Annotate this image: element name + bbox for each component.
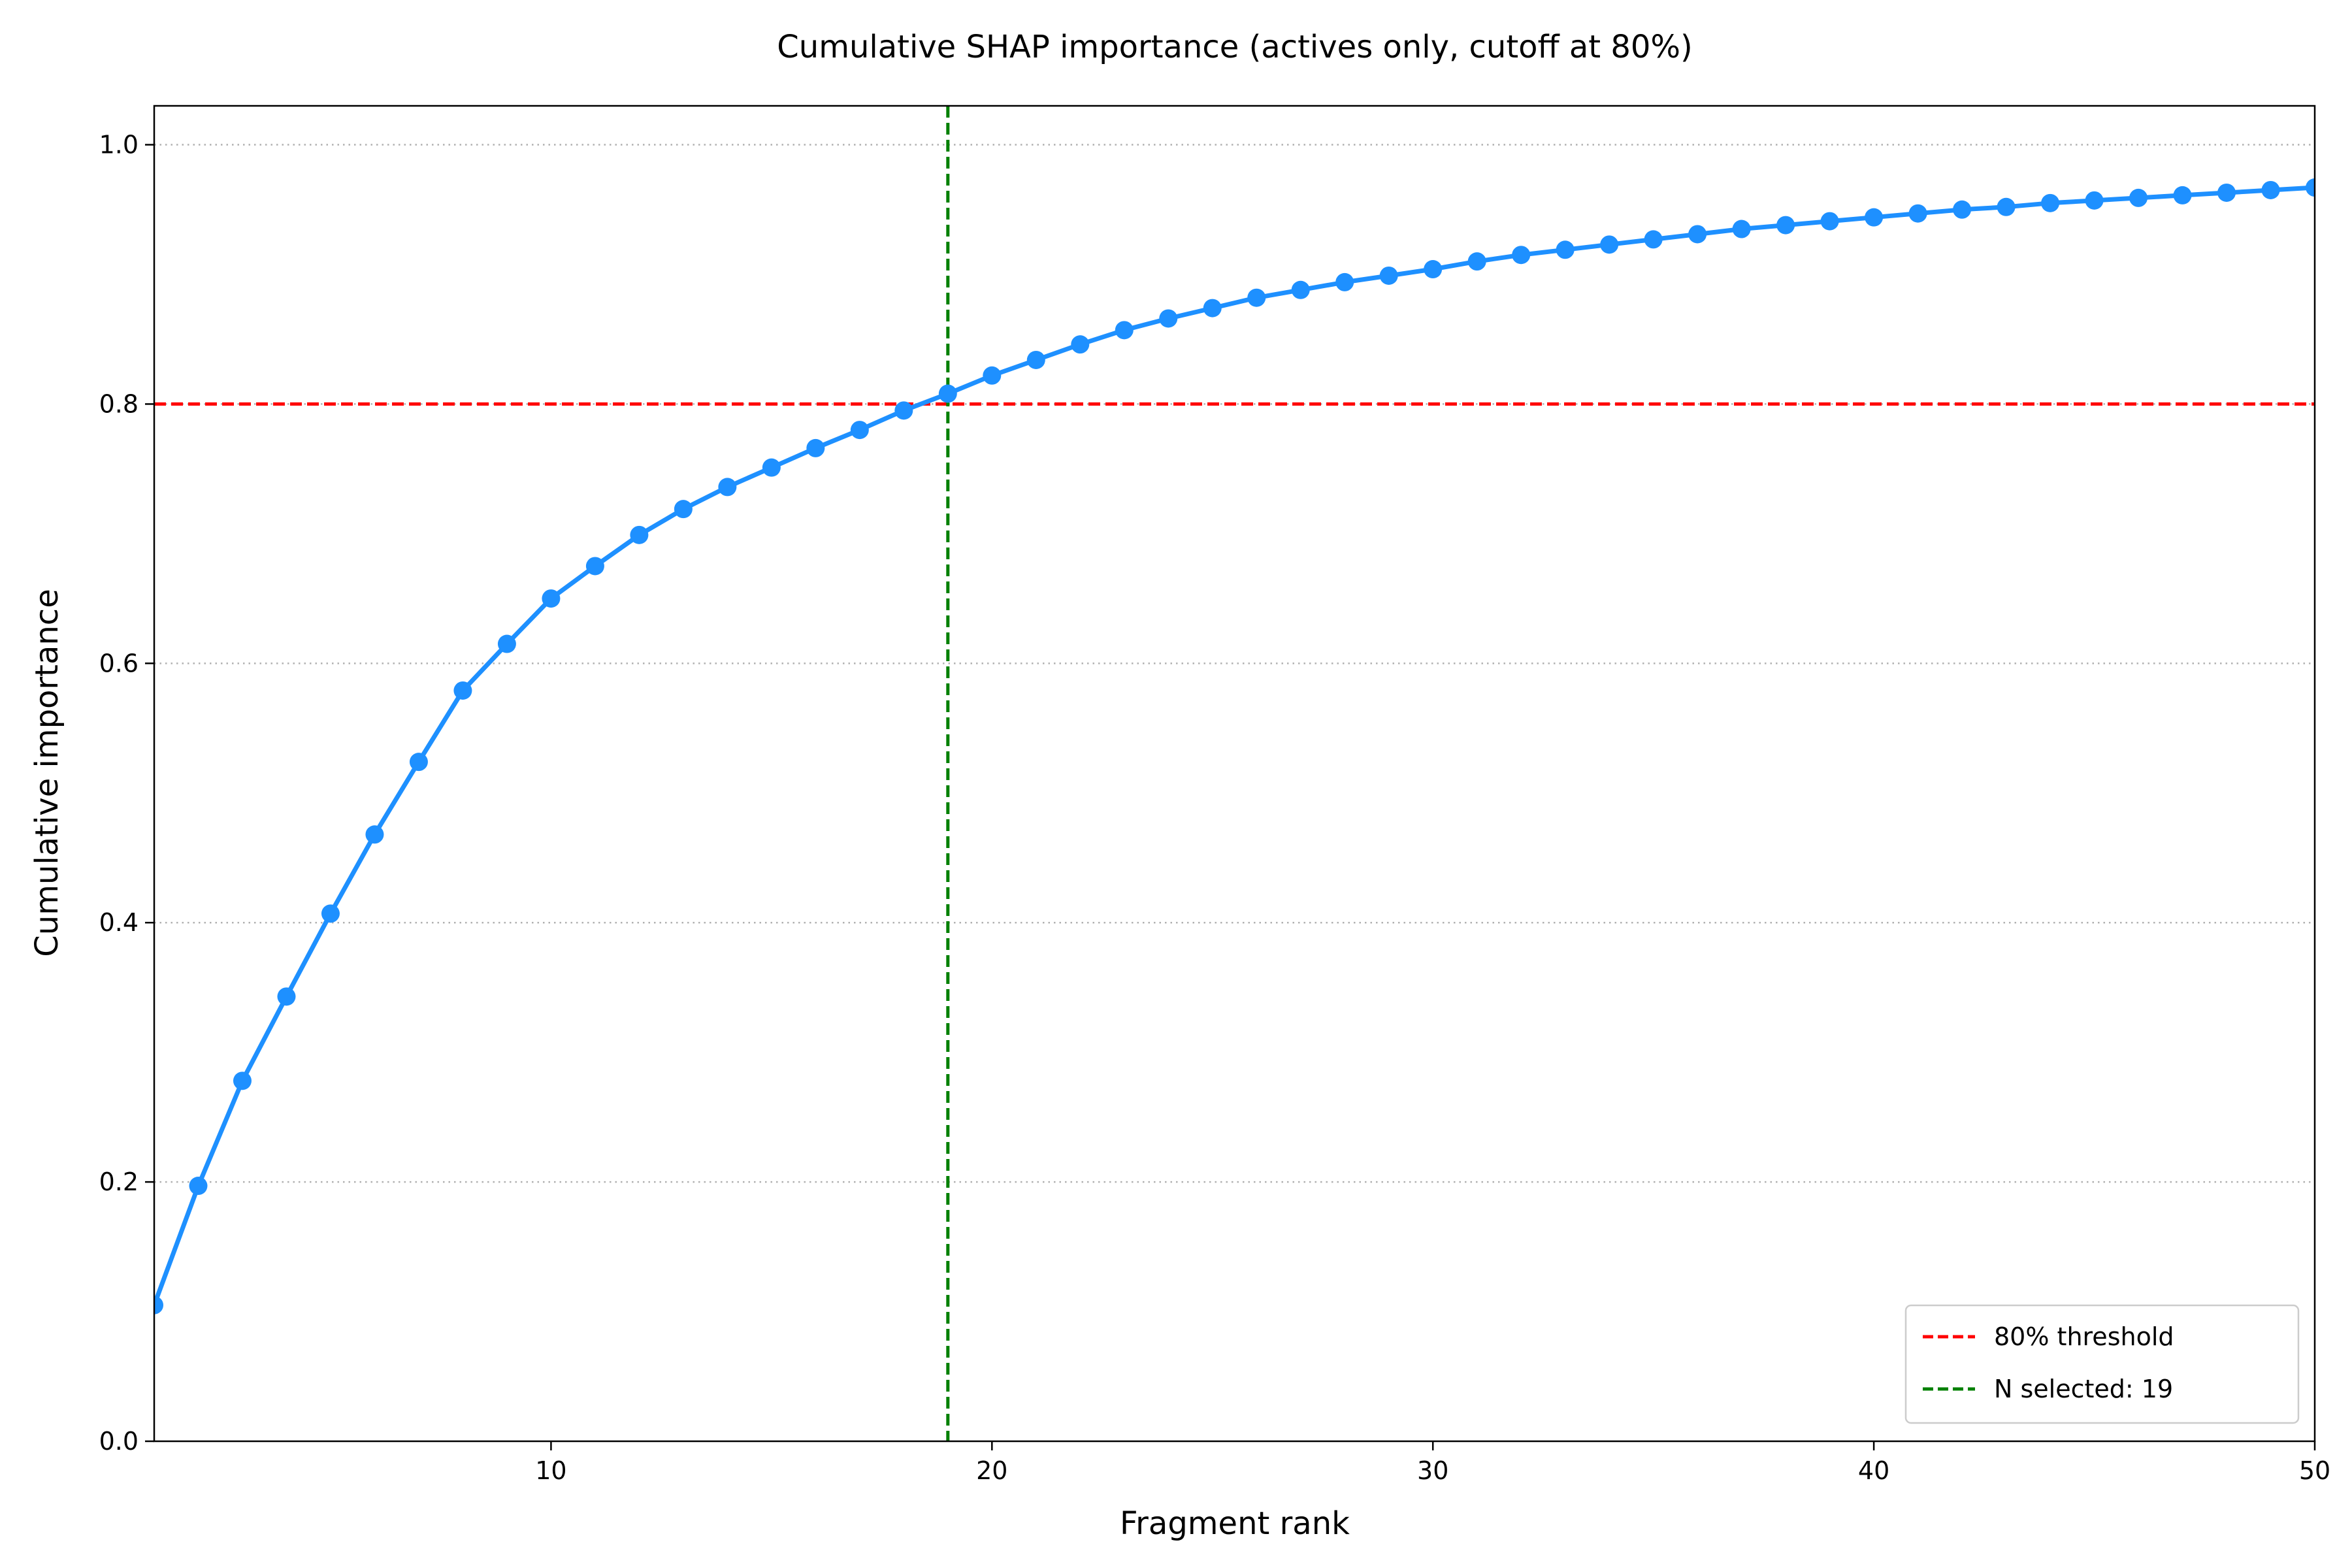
data-point — [1600, 235, 1619, 254]
data-point — [1071, 335, 1090, 354]
grid — [154, 144, 2315, 1183]
x-tick-label: 10 — [535, 1456, 566, 1485]
data-point — [1865, 208, 1884, 227]
chart-title: Cumulative SHAP importance (actives only… — [777, 29, 1693, 65]
data-point — [1512, 246, 1531, 265]
data-point — [585, 557, 604, 576]
y-tick-label: 0.0 — [99, 1427, 139, 1456]
data-point — [806, 438, 825, 457]
data-point — [277, 987, 296, 1006]
data-point — [233, 1071, 252, 1090]
data-point — [718, 478, 737, 497]
y-axis-title: Cumulative importance — [29, 589, 65, 956]
data-point — [850, 421, 869, 440]
data-point — [1159, 309, 1178, 328]
legend-box — [1904, 1304, 2300, 1424]
data-point — [674, 500, 693, 519]
data-point — [1688, 225, 1707, 244]
series-layer — [154, 178, 2315, 1315]
data-point — [365, 825, 384, 844]
data-point — [453, 681, 472, 700]
data-point — [1291, 280, 1310, 299]
data-point — [1203, 299, 1222, 318]
data-point — [1026, 350, 1045, 369]
x-tick-label: 30 — [1417, 1456, 1448, 1485]
data-point — [1776, 216, 1795, 235]
y-tick-label: 1.0 — [99, 131, 139, 159]
x-axis: 10 20 30 40 50 — [535, 1441, 2330, 1485]
data-point — [762, 458, 781, 477]
data-point — [938, 384, 957, 403]
data-point — [409, 753, 428, 772]
y-tick-label: 0.8 — [99, 389, 139, 418]
data-point — [1820, 212, 1839, 231]
y-axis: 0.0 0.2 0.4 0.6 0.8 1.0 — [99, 131, 154, 1456]
legend: 80% threshold N selected: 19 — [1904, 1304, 2300, 1424]
data-point — [1467, 252, 1486, 271]
data-point — [1644, 230, 1663, 249]
data-point — [1997, 197, 2016, 216]
x-tick-label: 20 — [976, 1456, 1007, 1485]
data-point — [983, 366, 1002, 385]
data-point — [894, 401, 913, 420]
data-point — [2041, 193, 2060, 212]
data-point — [1247, 288, 1266, 307]
data-point — [1424, 260, 1443, 279]
x-axis-title: Fragment rank — [1120, 1505, 1350, 1542]
data-point — [2306, 178, 2315, 197]
y-tick-label: 0.2 — [99, 1168, 139, 1196]
data-point — [2085, 191, 2104, 210]
plot-frame — [153, 105, 2316, 1443]
legend-label: N selected: 19 — [1994, 1375, 2173, 1403]
data-point — [2217, 183, 2236, 202]
data-point — [2261, 180, 2280, 199]
data-point — [497, 634, 516, 653]
reference-lines — [154, 106, 2315, 1441]
data-point — [1335, 272, 1354, 291]
data-point — [1115, 321, 1134, 340]
y-tick-label: 0.6 — [99, 649, 139, 678]
data-point — [154, 1296, 163, 1315]
data-point — [1556, 240, 1575, 259]
data-point — [1953, 200, 1972, 219]
data-point — [1732, 220, 1751, 238]
data-point — [630, 525, 649, 544]
data-point — [189, 1177, 208, 1196]
data-point — [2129, 188, 2148, 207]
y-tick-label: 0.4 — [99, 908, 139, 937]
data-point — [1379, 266, 1398, 285]
x-tick-label: 50 — [2299, 1456, 2330, 1485]
data-point — [1908, 204, 1927, 223]
data-point — [321, 904, 340, 923]
data-point — [2173, 186, 2192, 204]
data-point — [542, 589, 561, 608]
legend-label: 80% threshold — [1994, 1322, 2174, 1351]
x-tick-label: 40 — [1858, 1456, 1889, 1485]
